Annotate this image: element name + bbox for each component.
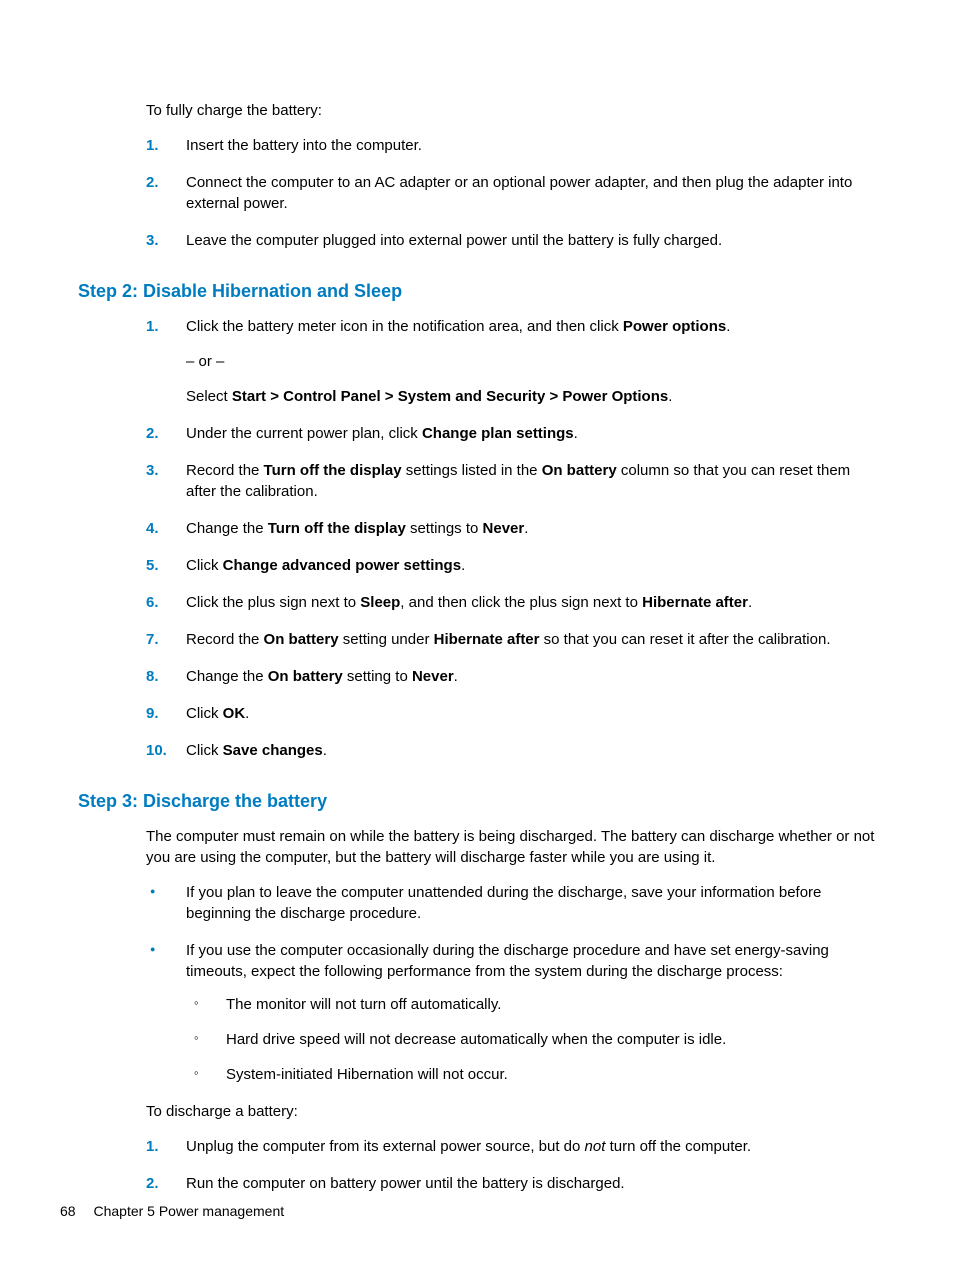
list-item: 4. Change the Turn off the display settin… — [146, 518, 876, 539]
list-text: Click the plus sign next to Sleep, and t… — [186, 594, 752, 611]
document-page: To fully charge the battery: 1. Insert th… — [0, 0, 954, 1270]
sub-bullet-item: The monitor will not turn off automatica… — [186, 994, 876, 1015]
list-number: 7. — [146, 629, 159, 650]
bullet-item: If you use the computer occasionally dur… — [146, 940, 876, 1085]
list-item: 7. Record the On battery setting under Hi… — [146, 629, 876, 650]
list-number: 1. — [146, 1136, 159, 1157]
sub-bullets: The monitor will not turn off automatica… — [186, 994, 876, 1085]
page-number: 68 — [60, 1203, 76, 1219]
list-number: 10. — [146, 740, 167, 761]
list-item: 10. Click Save changes. — [146, 740, 876, 761]
discharge-intro: To discharge a battery: — [146, 1101, 876, 1122]
list-text: Run the computer on battery power until … — [186, 1175, 625, 1192]
page-footer: 68 Chapter 5 Power management — [60, 1202, 284, 1222]
step2-heading: Step 2: Disable Hibernation and Sleep — [78, 279, 876, 304]
list-number: 3. — [146, 460, 159, 481]
chapter-label: Chapter 5 Power management — [93, 1203, 284, 1219]
list-item: 2. Under the current power plan, click Ch… — [146, 423, 876, 444]
list-item: 1. Insert the battery into the computer. — [146, 135, 876, 156]
list-number: 2. — [146, 423, 159, 444]
sub-bullet-item: System-initiated Hibernation will not oc… — [186, 1064, 876, 1085]
list-text: Leave the computer plugged into external… — [186, 232, 722, 249]
list-item: 2. Connect the computer to an AC adapter … — [146, 172, 876, 214]
list-number: 9. — [146, 703, 159, 724]
list-text: Record the Turn off the display settings… — [186, 462, 850, 500]
bullet-text: If you use the computer occasionally dur… — [186, 942, 829, 980]
step3-intro: The computer must remain on while the ba… — [146, 826, 876, 868]
list-text: Click the battery meter icon in the noti… — [186, 318, 730, 335]
list-number: 2. — [146, 1173, 159, 1194]
list-item: 9. Click OK. — [146, 703, 876, 724]
step2-list: 1. Click the battery meter icon in the n… — [146, 316, 876, 761]
list-text: Connect the computer to an AC adapter or… — [186, 174, 852, 212]
bullet-text: If you plan to leave the computer unatte… — [186, 884, 821, 922]
list-text: Under the current power plan, click Chan… — [186, 425, 578, 442]
list-text: Change the Turn off the display settings… — [186, 520, 528, 537]
list-text: Insert the battery into the computer. — [186, 137, 422, 154]
list-item: 3. Record the Turn off the display settin… — [146, 460, 876, 502]
charge-steps-list: 1.Insert the battery into the computer. … — [146, 135, 876, 251]
list-number: 8. — [146, 666, 159, 687]
list-number: 5. — [146, 555, 159, 576]
or-text: – or – — [186, 351, 876, 372]
list-number: 1. — [146, 135, 159, 156]
list-text: Unplug the computer from its external po… — [186, 1138, 751, 1155]
sub-bullet-item: Hard drive speed will not decrease autom… — [186, 1029, 876, 1050]
list-number: 3. — [146, 230, 159, 251]
list-item: 2. Run the computer on battery power unti… — [146, 1173, 876, 1194]
list-item: 1. Click the battery meter icon in the n… — [146, 316, 876, 407]
list-text: Click OK. — [186, 705, 249, 722]
list-number: 1. — [146, 316, 159, 337]
intro-text: To fully charge the battery: — [146, 100, 876, 121]
alt-text: Select Start > Control Panel > System an… — [186, 386, 876, 407]
list-item: 3. Leave the computer plugged into extern… — [146, 230, 876, 251]
list-number: 6. — [146, 592, 159, 613]
list-number: 2. — [146, 172, 159, 193]
list-text: Click Change advanced power settings. — [186, 557, 465, 574]
list-text: Record the On battery setting under Hibe… — [186, 631, 831, 648]
list-text: Click Save changes. — [186, 742, 327, 759]
list-item: 6. Click the plus sign next to Sleep, and… — [146, 592, 876, 613]
step3-bullets: If you plan to leave the computer unatte… — [146, 882, 876, 1085]
bullet-item: If you plan to leave the computer unatte… — [146, 882, 876, 924]
list-item: 8. Change the On battery setting to Never… — [146, 666, 876, 687]
list-number: 4. — [146, 518, 159, 539]
list-text: Change the On battery setting to Never. — [186, 668, 458, 685]
step3-heading: Step 3: Discharge the battery — [78, 789, 876, 814]
list-item: 5. Click Change advanced power settings. — [146, 555, 876, 576]
list-item: 1. Unplug the computer from its external … — [146, 1136, 876, 1157]
discharge-steps: 1. Unplug the computer from its external … — [146, 1136, 876, 1194]
